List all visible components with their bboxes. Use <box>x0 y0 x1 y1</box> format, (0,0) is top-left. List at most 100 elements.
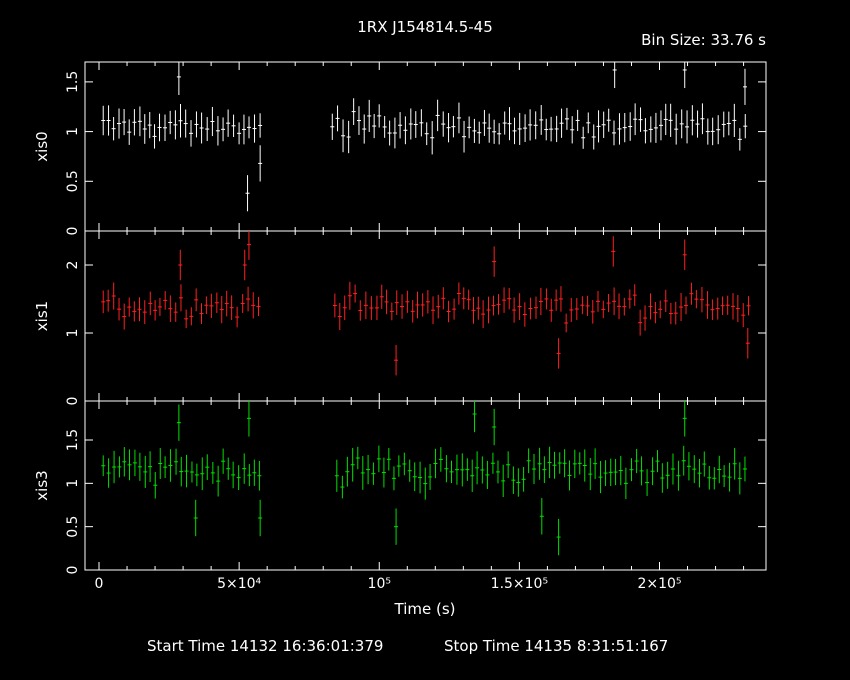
data-point <box>240 293 245 313</box>
data-point <box>694 289 699 309</box>
data-point <box>431 296 436 325</box>
data-point <box>700 103 705 135</box>
data-point <box>346 120 351 154</box>
data-point <box>570 116 575 144</box>
data-point <box>441 287 446 310</box>
y-tick-label: 0.5 <box>65 516 81 538</box>
data-point <box>601 300 606 319</box>
data-point <box>682 401 687 437</box>
data-point <box>716 115 721 145</box>
data-point <box>256 296 261 317</box>
data-point <box>216 465 221 497</box>
data-point <box>643 305 648 331</box>
data-point <box>746 296 751 316</box>
data-point <box>521 467 526 492</box>
data-point <box>682 62 687 89</box>
data-point <box>517 293 522 320</box>
data-point <box>715 297 720 320</box>
data-point <box>511 466 516 494</box>
data-point <box>533 111 538 140</box>
x-tick-label: 2×10⁵ <box>637 576 681 592</box>
data-point <box>556 338 561 369</box>
data-point <box>242 249 247 281</box>
data-point <box>539 498 544 535</box>
data-point <box>638 107 643 132</box>
data-point <box>101 105 106 136</box>
data-point <box>355 446 360 470</box>
data-point <box>221 448 226 474</box>
data-point <box>638 309 643 336</box>
data-point <box>252 459 257 486</box>
data-point <box>622 112 627 143</box>
data-point <box>168 110 173 135</box>
data-point <box>194 111 199 138</box>
data-point <box>516 468 521 497</box>
data-point <box>106 458 111 488</box>
data-point <box>231 114 236 138</box>
data-point <box>122 447 127 477</box>
data-point <box>215 116 220 146</box>
data-point <box>194 288 199 312</box>
data-point <box>481 300 486 329</box>
data-point <box>111 282 116 310</box>
data-point <box>403 116 408 145</box>
data-point <box>219 296 224 324</box>
data-point <box>557 452 562 474</box>
data-point <box>692 455 697 484</box>
data-point <box>209 293 214 319</box>
data-point <box>374 295 379 321</box>
data-point <box>470 459 475 492</box>
data-point <box>539 104 544 135</box>
data-point <box>132 449 137 477</box>
data-point <box>559 108 564 138</box>
data-point <box>618 455 623 486</box>
data-point <box>142 300 147 325</box>
data-point <box>210 106 215 137</box>
panel-frame <box>84 400 767 571</box>
data-point <box>542 456 547 484</box>
data-point <box>428 464 433 490</box>
data-point <box>575 109 580 132</box>
data-point <box>178 103 183 138</box>
data-point <box>396 455 401 477</box>
data-point <box>517 112 522 145</box>
data-point <box>184 309 189 329</box>
data-point <box>106 289 111 312</box>
data-point <box>117 297 122 321</box>
data-point <box>441 111 446 137</box>
data-point <box>350 447 355 482</box>
data-point <box>122 109 127 136</box>
data-point <box>377 104 382 128</box>
data-point <box>617 113 622 145</box>
data-point <box>601 111 606 138</box>
chart-title: 1RX J154814.5-45 <box>357 18 493 36</box>
data-point <box>611 120 616 146</box>
data-point <box>200 457 205 491</box>
data-point <box>330 113 335 140</box>
data-point <box>480 456 485 484</box>
data-point <box>668 103 673 137</box>
data-point <box>247 116 252 139</box>
y-tick-label: 1.5 <box>65 429 81 451</box>
data-point <box>173 302 178 322</box>
data-point <box>229 295 234 320</box>
data-point <box>226 457 231 480</box>
data-point <box>653 301 658 324</box>
data-point <box>143 455 148 488</box>
data-point <box>430 121 435 155</box>
data-point <box>446 112 451 143</box>
data-point <box>435 99 440 132</box>
data-point <box>628 112 633 141</box>
data-point <box>650 457 655 486</box>
x-tick-label: 10⁵ <box>368 576 391 592</box>
data-point <box>482 109 487 136</box>
data-point <box>507 287 512 310</box>
data-point <box>410 300 415 323</box>
data-point <box>745 327 750 359</box>
data-point <box>506 451 511 479</box>
data-point <box>184 454 189 488</box>
data-point <box>477 121 482 144</box>
bin-size-label: Bin Size: 33.76 s <box>641 31 766 49</box>
data-point <box>332 293 337 318</box>
